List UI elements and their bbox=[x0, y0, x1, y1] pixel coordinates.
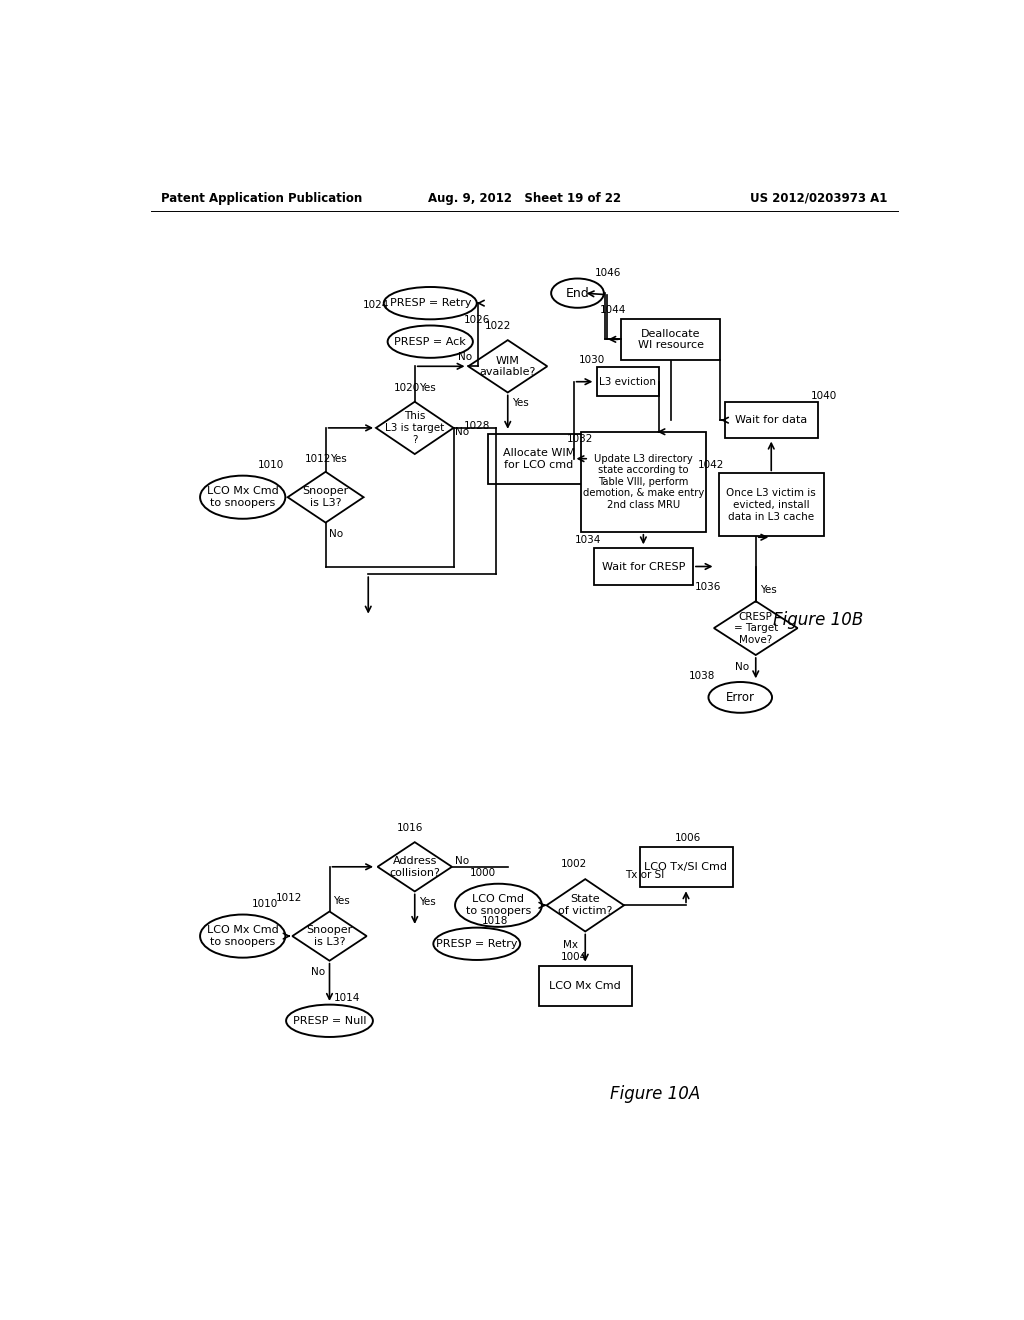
Text: 1004: 1004 bbox=[561, 952, 588, 962]
Bar bbox=[539, 966, 632, 1006]
Text: Yes: Yes bbox=[512, 399, 529, 408]
Text: Allocate WIM
for LCO cmd: Allocate WIM for LCO cmd bbox=[503, 447, 574, 470]
Text: 1028: 1028 bbox=[464, 421, 489, 432]
Polygon shape bbox=[376, 401, 454, 454]
Text: 1030: 1030 bbox=[580, 355, 605, 366]
Ellipse shape bbox=[384, 286, 477, 319]
Text: Wait for CRESP: Wait for CRESP bbox=[602, 561, 685, 572]
Text: CRESP
= Target
Move?: CRESP = Target Move? bbox=[733, 611, 778, 644]
Text: LCO Mx Cmd
to snoopers: LCO Mx Cmd to snoopers bbox=[207, 925, 279, 946]
Text: Yes: Yes bbox=[419, 383, 435, 393]
Text: State
of victim?: State of victim? bbox=[558, 895, 612, 916]
Text: Deallocate
WI resource: Deallocate WI resource bbox=[638, 329, 703, 350]
Text: 1014: 1014 bbox=[334, 993, 360, 1003]
Text: 1038: 1038 bbox=[688, 671, 715, 681]
Text: Yes: Yes bbox=[334, 896, 350, 906]
Text: PRESP = Null: PRESP = Null bbox=[293, 1016, 367, 1026]
Ellipse shape bbox=[200, 915, 286, 958]
Bar bbox=[621, 318, 720, 360]
Text: US 2012/0203973 A1: US 2012/0203973 A1 bbox=[751, 191, 888, 205]
Text: 1000: 1000 bbox=[470, 869, 496, 878]
Text: Address
collision?: Address collision? bbox=[389, 855, 440, 878]
Text: 1010: 1010 bbox=[258, 459, 285, 470]
Text: 1006: 1006 bbox=[675, 833, 700, 842]
Bar bbox=[719, 474, 823, 536]
Text: No: No bbox=[735, 661, 750, 672]
Polygon shape bbox=[547, 879, 624, 932]
Text: 1016: 1016 bbox=[397, 824, 423, 833]
Text: Yes: Yes bbox=[419, 898, 435, 907]
Text: End: End bbox=[565, 286, 590, 300]
Ellipse shape bbox=[433, 928, 520, 960]
Ellipse shape bbox=[388, 326, 473, 358]
Text: 1026: 1026 bbox=[464, 315, 489, 325]
Text: Yes: Yes bbox=[331, 454, 347, 463]
Text: No: No bbox=[455, 426, 469, 437]
Ellipse shape bbox=[455, 884, 542, 927]
Bar bbox=[640, 847, 732, 887]
Text: Snooper
is L3?: Snooper is L3? bbox=[302, 486, 349, 508]
Text: No: No bbox=[458, 352, 472, 362]
Text: 1040: 1040 bbox=[811, 391, 837, 400]
Polygon shape bbox=[292, 911, 367, 961]
Bar bbox=[597, 367, 658, 396]
Text: 1002: 1002 bbox=[561, 859, 588, 869]
Text: No: No bbox=[455, 855, 469, 866]
Text: LCO Tx/SI Cmd: LCO Tx/SI Cmd bbox=[644, 862, 727, 871]
Text: 1042: 1042 bbox=[697, 459, 724, 470]
Bar bbox=[488, 434, 589, 483]
Polygon shape bbox=[714, 601, 798, 655]
Text: Once L3 victim is
evicted, install
data in L3 cache: Once L3 victim is evicted, install data … bbox=[726, 488, 816, 521]
Ellipse shape bbox=[709, 682, 772, 713]
Polygon shape bbox=[378, 842, 452, 891]
Ellipse shape bbox=[551, 279, 604, 308]
Text: 1010: 1010 bbox=[252, 899, 279, 908]
Bar bbox=[594, 548, 693, 585]
Text: Yes: Yes bbox=[761, 585, 777, 594]
Text: 1046: 1046 bbox=[595, 268, 622, 279]
Text: 1034: 1034 bbox=[574, 536, 601, 545]
Polygon shape bbox=[468, 341, 547, 392]
Text: Snooper
is L3?: Snooper is L3? bbox=[306, 925, 352, 946]
Text: 1024: 1024 bbox=[362, 300, 389, 310]
Text: PRESP = Retry: PRESP = Retry bbox=[389, 298, 471, 308]
Bar bbox=[581, 432, 707, 532]
Text: Figure 10B: Figure 10B bbox=[773, 611, 863, 630]
Polygon shape bbox=[288, 471, 364, 523]
Text: Patent Application Publication: Patent Application Publication bbox=[161, 191, 361, 205]
Text: Update L3 directory
state according to
Table VIII, perform
demotion, & make entr: Update L3 directory state according to T… bbox=[583, 454, 705, 510]
Ellipse shape bbox=[286, 1005, 373, 1038]
Text: WIM
available?: WIM available? bbox=[479, 355, 536, 378]
Text: LCO Mx Cmd
to snoopers: LCO Mx Cmd to snoopers bbox=[207, 486, 279, 508]
Text: 1012: 1012 bbox=[305, 454, 331, 463]
Text: 1020: 1020 bbox=[394, 383, 420, 393]
Text: 1036: 1036 bbox=[694, 582, 721, 591]
Text: LCO Cmd
to snoopers: LCO Cmd to snoopers bbox=[466, 895, 531, 916]
Text: No: No bbox=[330, 529, 344, 539]
Text: 1018: 1018 bbox=[481, 916, 508, 925]
Text: Aug. 9, 2012   Sheet 19 of 22: Aug. 9, 2012 Sheet 19 of 22 bbox=[428, 191, 622, 205]
Bar bbox=[725, 403, 818, 438]
Text: LCO Mx Cmd: LCO Mx Cmd bbox=[549, 981, 622, 991]
Text: PRESP = Retry: PRESP = Retry bbox=[436, 939, 517, 949]
Text: 1044: 1044 bbox=[600, 305, 627, 315]
Text: Mx: Mx bbox=[562, 940, 578, 950]
Text: 1032: 1032 bbox=[566, 434, 593, 445]
Text: Wait for data: Wait for data bbox=[735, 416, 807, 425]
Text: Tx or SI: Tx or SI bbox=[626, 870, 665, 879]
Text: No: No bbox=[311, 966, 326, 977]
Text: L3 eviction: L3 eviction bbox=[599, 376, 656, 387]
Text: This
L3 is target
?: This L3 is target ? bbox=[385, 412, 444, 445]
Text: Error: Error bbox=[726, 690, 755, 704]
Text: 1012: 1012 bbox=[276, 892, 302, 903]
Text: PRESP = Ack: PRESP = Ack bbox=[394, 337, 466, 347]
Text: 1022: 1022 bbox=[485, 321, 512, 331]
Text: Figure 10A: Figure 10A bbox=[610, 1085, 700, 1104]
Ellipse shape bbox=[200, 475, 286, 519]
